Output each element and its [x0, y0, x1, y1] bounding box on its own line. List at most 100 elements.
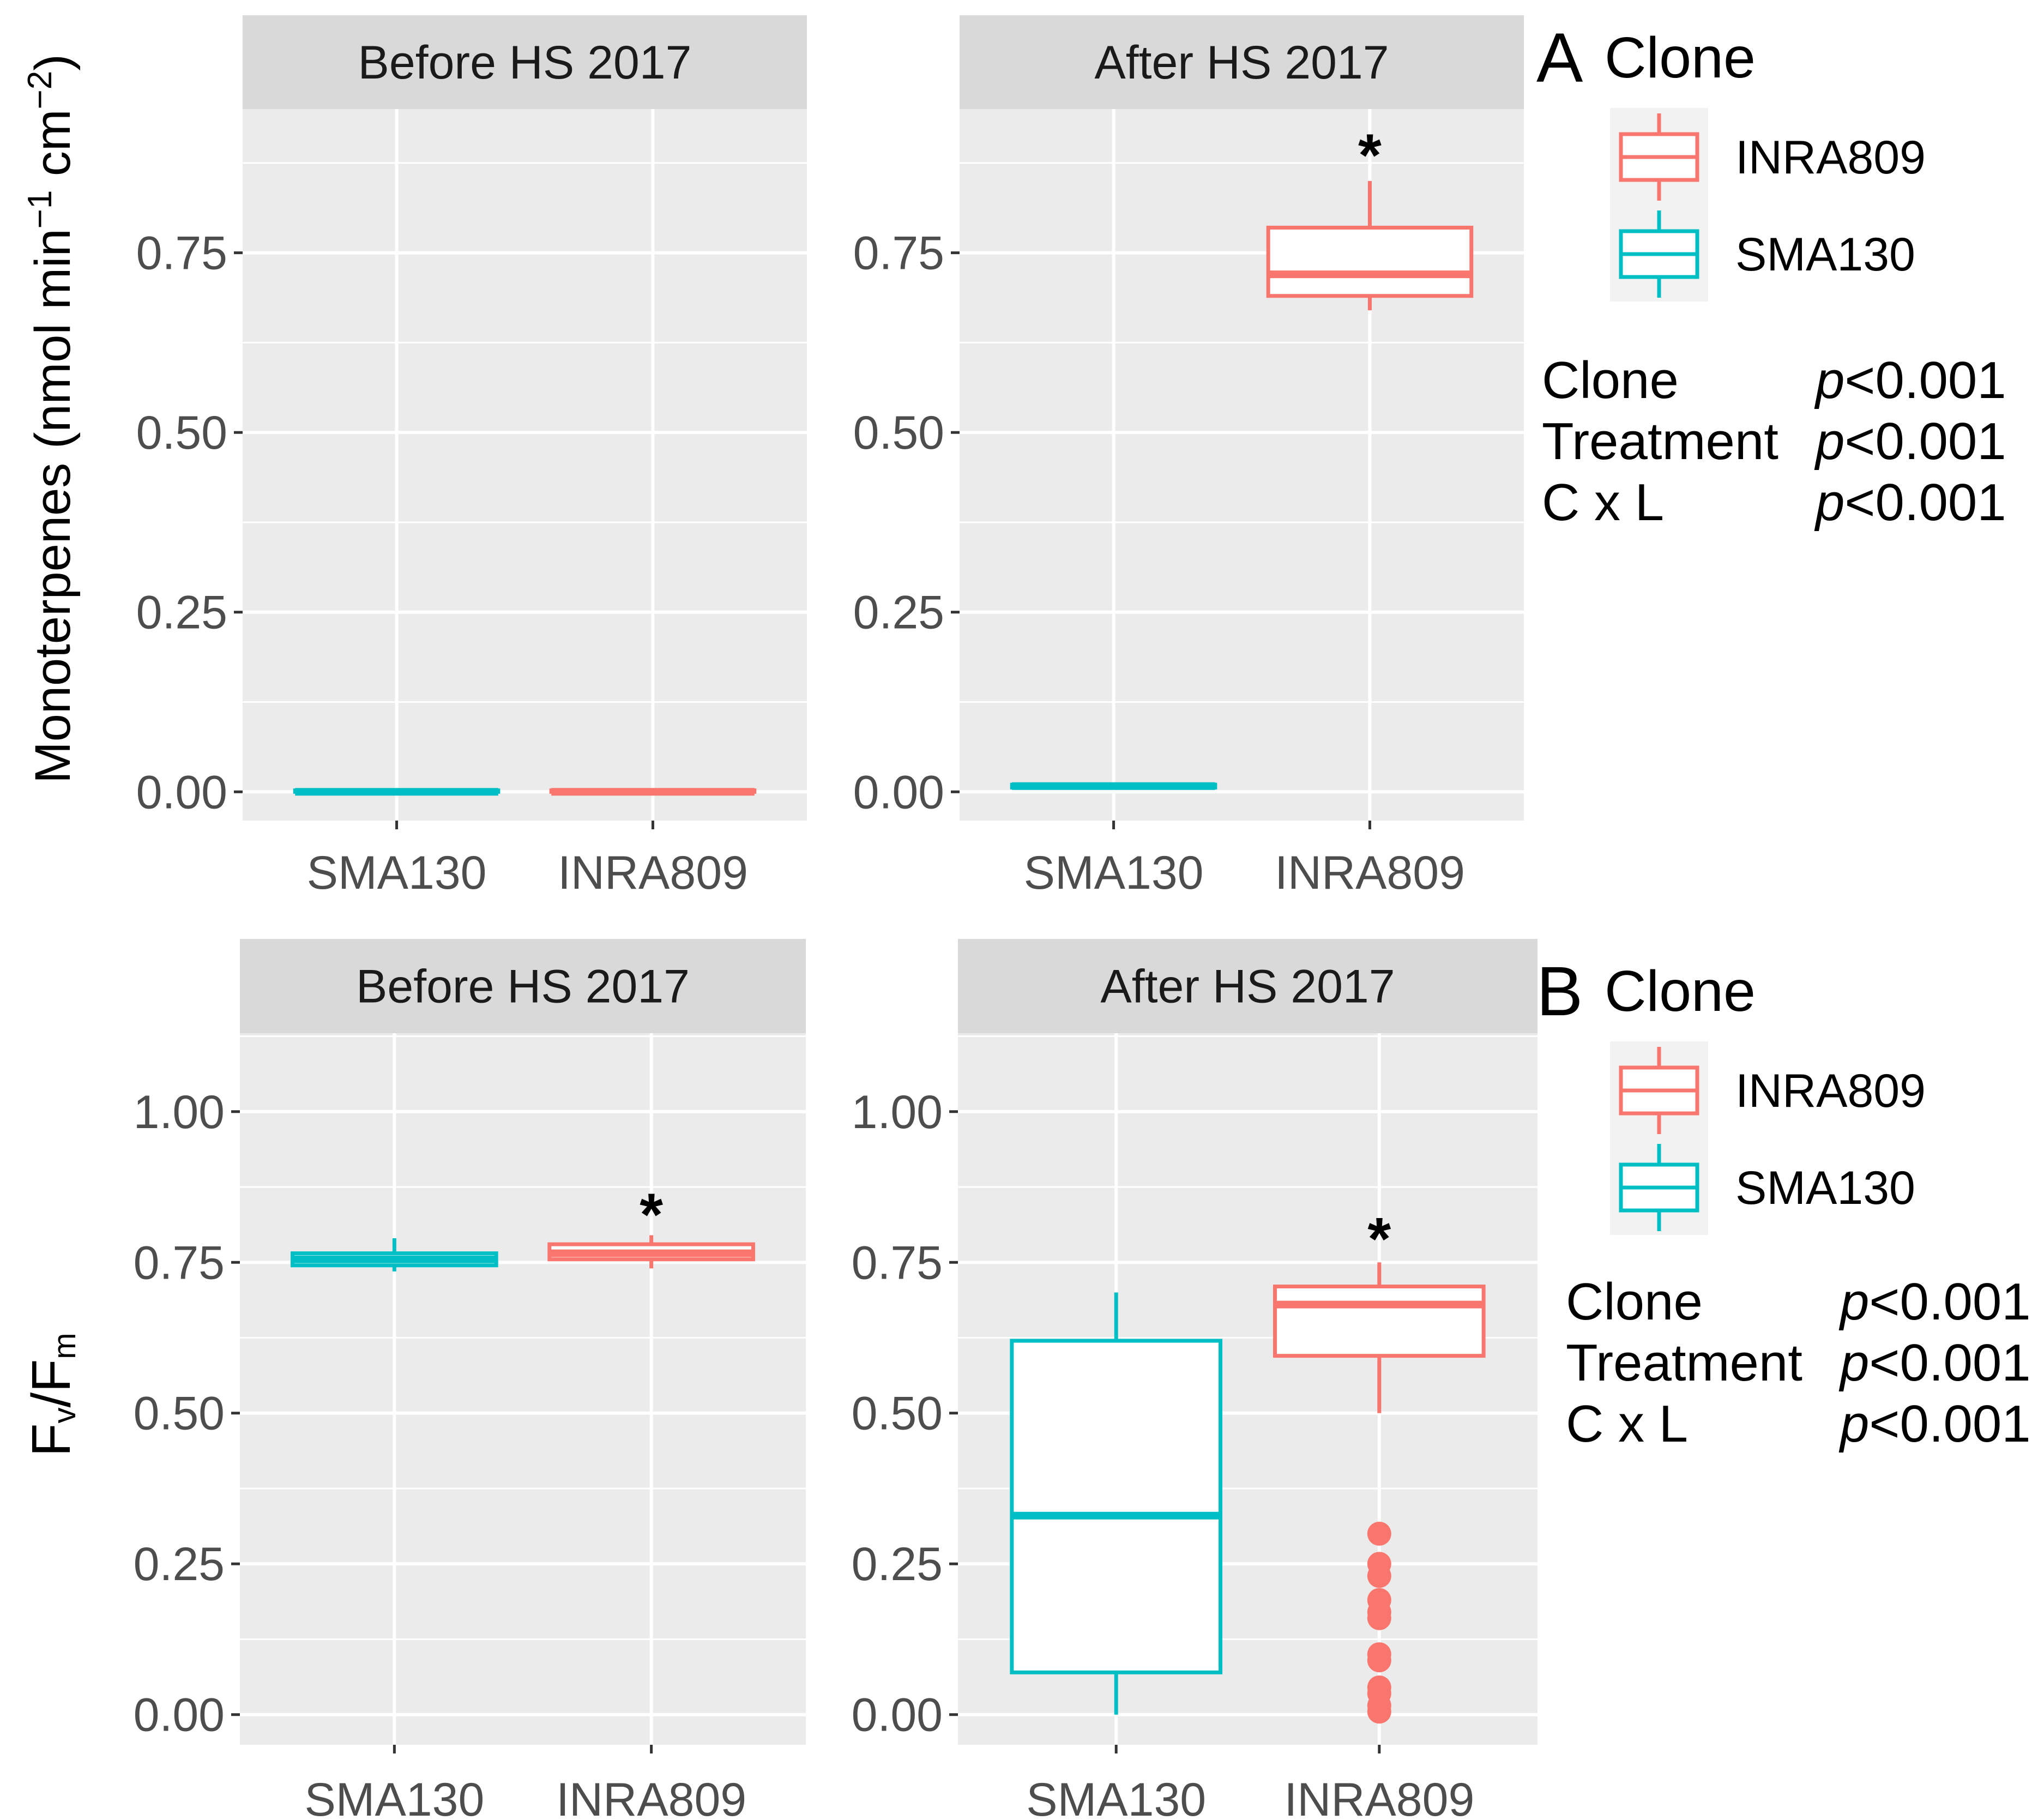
- stats-p-symbol: p: [1814, 351, 1844, 409]
- stats-p-value: p<0.001: [1838, 1395, 2031, 1453]
- legend: INRA809 SMA130: [1610, 1041, 1926, 1235]
- facet-strip: [958, 939, 1537, 1033]
- y-axis-label-text: cm: [25, 109, 81, 190]
- y-axis-label-text: ): [25, 54, 81, 71]
- y-tick-label: 0.00: [852, 1689, 943, 1741]
- legend-label: SMA130: [1735, 228, 1915, 281]
- y-axis-label-superscript: −2: [21, 71, 59, 110]
- stats-p-value: p<0.001: [1814, 412, 2006, 471]
- plot-panel-background: [240, 1033, 806, 1745]
- stats-term: Clone: [1542, 351, 1679, 409]
- facet-title: After HS 2017: [1100, 961, 1395, 1013]
- boxplot-sma130: [291, 1238, 498, 1271]
- facet-after-hs-2017: After HS 2017 0.00 0.25 0.50 0.75 SMA130 INRA8…: [853, 15, 1524, 899]
- stats-term: C x L: [1542, 473, 1664, 532]
- boxplot-inra809: [1266, 180, 1474, 311]
- boxplot-inra809: [549, 788, 757, 796]
- legend-label: SMA130: [1735, 1162, 1915, 1214]
- panel-label: A: [1536, 19, 1583, 97]
- y-axis-label-text: Monoterpenes (nmol min: [25, 228, 81, 784]
- y-axis-label-subscript: m: [47, 1333, 82, 1359]
- x-tick-label: SMA130: [1024, 847, 1204, 899]
- facet-after-hs-2017: After HS 2017 0.00 0.25 0.50 0.75 1.00 SMA130 I…: [852, 939, 1537, 1820]
- stats-p-value: p<0.001: [1838, 1273, 2031, 1331]
- outlier-point: [1367, 1606, 1391, 1630]
- y-axis-label-text: F: [21, 1424, 82, 1457]
- stats-p-symbol: p: [1838, 1273, 1869, 1331]
- legend-key-inra809: [1619, 1047, 1699, 1134]
- stats-term: Clone: [1566, 1273, 1703, 1331]
- plot-panel-background: [960, 109, 1524, 821]
- box-iqr: [1266, 226, 1474, 298]
- stats-p-symbol: p: [1838, 1334, 1869, 1392]
- stats-p-value: p<0.001: [1838, 1334, 2031, 1392]
- x-tick-label: SMA130: [1026, 1774, 1206, 1820]
- y-tick-label: 0.75: [852, 1237, 943, 1289]
- legend-title: Clone: [1605, 959, 1756, 1023]
- x-tick-label: INRA809: [556, 1774, 746, 1820]
- panel-label: B: [1536, 953, 1583, 1030]
- y-tick-label: 1.00: [134, 1086, 225, 1138]
- outlier-point: [1367, 1648, 1391, 1673]
- facet-before-hs-2017: Before HS 2017 0.00 0.25 0.50 0.75 SMA130 INRA…: [136, 15, 807, 899]
- x-tick-label: INRA809: [558, 847, 748, 899]
- legend-key-inra809: [1619, 113, 1699, 201]
- x-tick-label: SMA130: [304, 1774, 484, 1820]
- y-tick-label: 1.00: [852, 1086, 943, 1138]
- legend-label: INRA809: [1735, 131, 1926, 184]
- y-tick-label: 0.00: [853, 766, 944, 818]
- legend-title: Clone: [1605, 26, 1756, 90]
- y-axis-label-subscript: v: [47, 1408, 82, 1424]
- y-tick-label: 0.50: [853, 407, 944, 459]
- stats-term: Treatment: [1542, 412, 1778, 471]
- stats-p-value: p<0.001: [1814, 473, 2006, 532]
- facet-strip: [960, 15, 1524, 109]
- boxplot-inra809: [1273, 1262, 1486, 1724]
- y-axis-label: Fv/Fm: [21, 1333, 82, 1456]
- legend-key-sma130: [1619, 1144, 1699, 1231]
- x-tick-label: INRA809: [1275, 847, 1465, 899]
- y-tick-label: 0.75: [136, 227, 227, 280]
- y-tick-label: 0.25: [853, 587, 944, 639]
- stats-p-threshold: <0.001: [1844, 412, 2006, 471]
- plot-panel-background: [243, 109, 807, 821]
- stats-p-threshold: <0.001: [1869, 1273, 2030, 1331]
- y-tick-label: 0.00: [136, 766, 227, 818]
- y-tick-label: 0.25: [134, 1538, 225, 1590]
- stats-p-threshold: <0.001: [1869, 1395, 2030, 1453]
- box-iqr: [1273, 1284, 1486, 1358]
- y-tick-label: 0.25: [136, 587, 227, 639]
- legend-label: INRA809: [1735, 1065, 1926, 1117]
- outlier-point: [1367, 1700, 1391, 1724]
- y-tick-label: 0.50: [852, 1388, 943, 1440]
- facet-title: Before HS 2017: [358, 37, 692, 89]
- x-tick-label: SMA130: [307, 847, 487, 899]
- facet-strip: [240, 939, 806, 1033]
- boxplot-inra809: [547, 1235, 755, 1269]
- facet-strip: [243, 15, 807, 109]
- y-tick-label: 0.00: [134, 1689, 225, 1741]
- significance-asterisk: *: [1367, 1206, 1391, 1273]
- stats-p-threshold: <0.001: [1844, 473, 2006, 532]
- significance-asterisk: *: [640, 1182, 663, 1249]
- stats-p-symbol: p: [1814, 473, 1844, 532]
- stats-p-threshold: <0.001: [1844, 351, 2006, 409]
- stats-p-threshold: <0.001: [1869, 1334, 2030, 1392]
- stats-term: Treatment: [1566, 1334, 1802, 1392]
- boxplot-sma130: [293, 788, 501, 796]
- stats-term: C x L: [1566, 1395, 1688, 1453]
- facet-title: Before HS 2017: [356, 961, 690, 1013]
- stats-p-symbol: p: [1814, 412, 1844, 471]
- y-tick-label: 0.75: [853, 227, 944, 280]
- outlier-point: [1367, 1564, 1391, 1588]
- facet-title: After HS 2017: [1094, 37, 1389, 89]
- y-axis-label-text: /F: [21, 1359, 82, 1408]
- y-axis-label-superscript: −1: [21, 190, 59, 229]
- y-tick-label: 0.50: [134, 1388, 225, 1440]
- y-axis-label: Monoterpenes (nmol min−1 cm−2): [21, 54, 81, 784]
- y-tick-label: 0.50: [136, 407, 227, 459]
- boxplot-sma130: [1010, 1292, 1223, 1715]
- y-tick-label: 0.75: [134, 1237, 225, 1289]
- box-iqr: [1010, 1339, 1223, 1674]
